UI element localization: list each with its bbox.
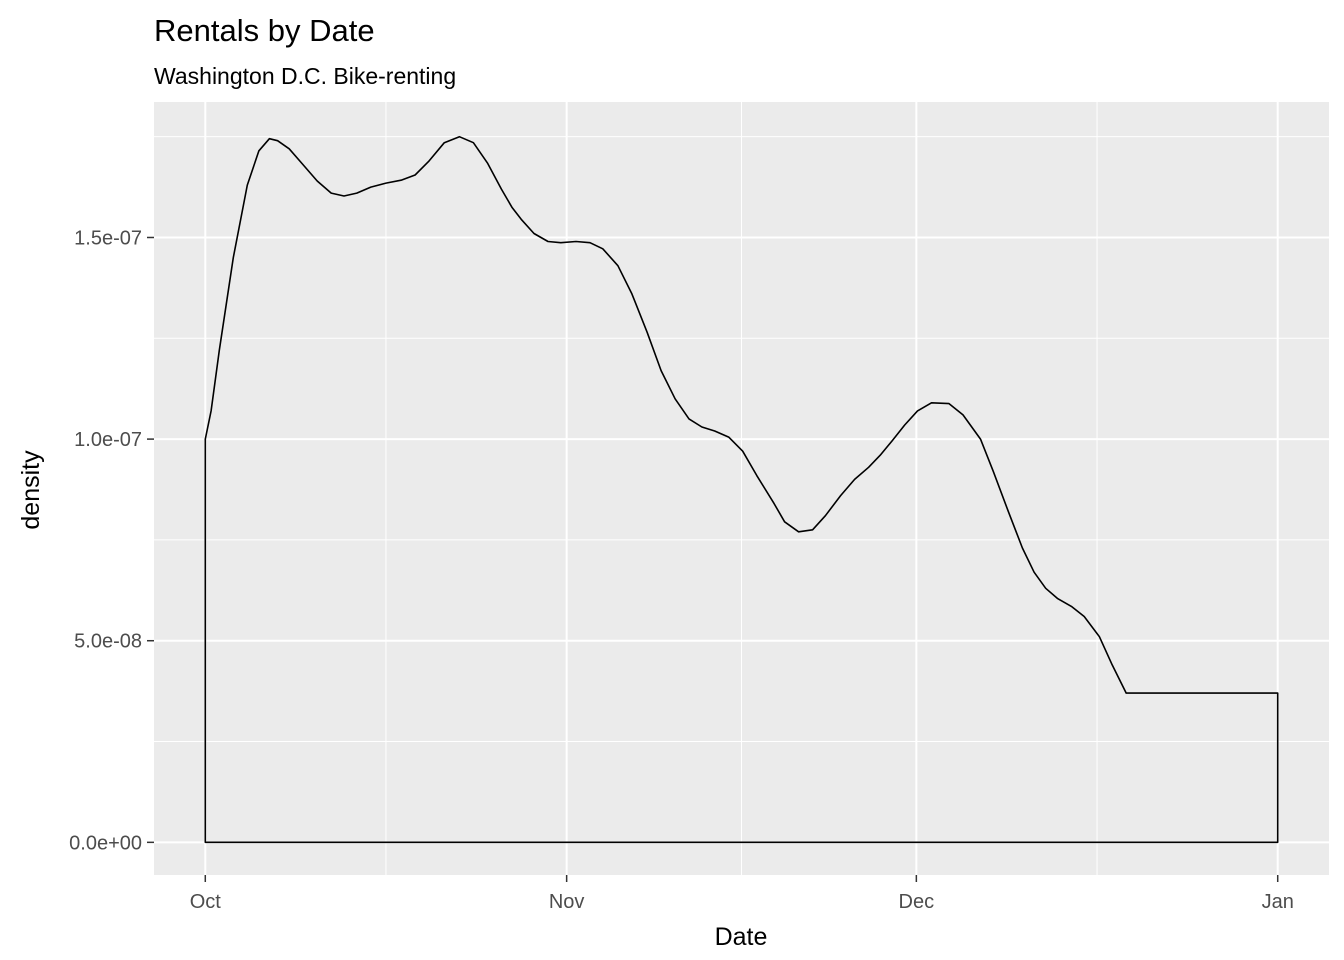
x-axis: Oct Nov Dec Jan: [190, 875, 1294, 913]
density-curve: [204, 135, 1279, 844]
y-axis-title: density: [17, 450, 45, 530]
chart-title: Rentals by Date: [154, 13, 375, 48]
y-tick-label: 1.0e-07: [74, 429, 142, 451]
density-series: [204, 135, 1279, 844]
minor-gridlines: [154, 102, 1329, 875]
x-axis-title: Date: [715, 923, 768, 951]
y-tick-label: 1.5e-07: [74, 227, 142, 249]
chart-subtitle: Washington D.C. Bike-renting: [154, 63, 456, 89]
y-tick-label: 0.0e+00: [69, 832, 142, 854]
x-tick-label: Jan: [1262, 891, 1294, 913]
y-axis: 0.0e+00 5.0e-08 1.0e-07 1.5e-07: [69, 227, 154, 854]
x-tick-label: Dec: [899, 891, 935, 913]
y-tick-label: 5.0e-08: [74, 631, 142, 653]
x-tick-label: Oct: [190, 891, 222, 913]
x-tick-label: Nov: [549, 891, 585, 913]
